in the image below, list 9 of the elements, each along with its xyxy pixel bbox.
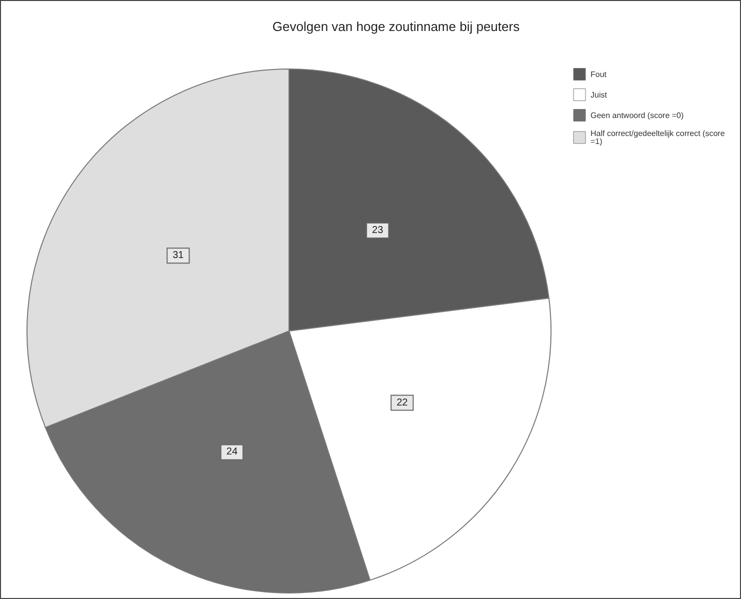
legend-label: Geen antwoord (score =0)	[590, 110, 684, 120]
legend-label: Fout	[590, 70, 608, 79]
legend-label: Juist	[590, 90, 608, 100]
data-label: 22	[396, 397, 408, 408]
data-label: 23	[372, 224, 384, 236]
data-label: 24	[226, 446, 238, 458]
legend-label: Half correct/gedeeltelijk correct (score =1)	[590, 129, 728, 146]
chart-title: Gevolgen van hoge zoutinname bij peuters	[272, 19, 520, 34]
data-label: 31	[172, 250, 184, 262]
